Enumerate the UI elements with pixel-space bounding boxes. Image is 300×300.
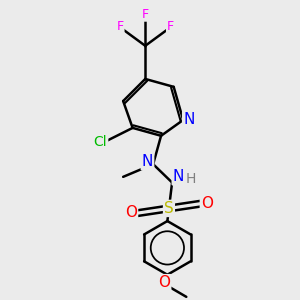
Text: O: O — [125, 205, 137, 220]
Text: O: O — [158, 275, 170, 290]
Text: F: F — [167, 20, 174, 33]
Text: F: F — [142, 8, 149, 21]
Text: S: S — [164, 201, 174, 216]
Text: N: N — [142, 154, 153, 169]
Text: N: N — [173, 169, 184, 184]
Text: H: H — [185, 172, 196, 186]
Text: Cl: Cl — [94, 135, 107, 149]
Text: O: O — [201, 196, 213, 211]
Text: N: N — [183, 112, 194, 127]
Text: F: F — [116, 20, 124, 33]
